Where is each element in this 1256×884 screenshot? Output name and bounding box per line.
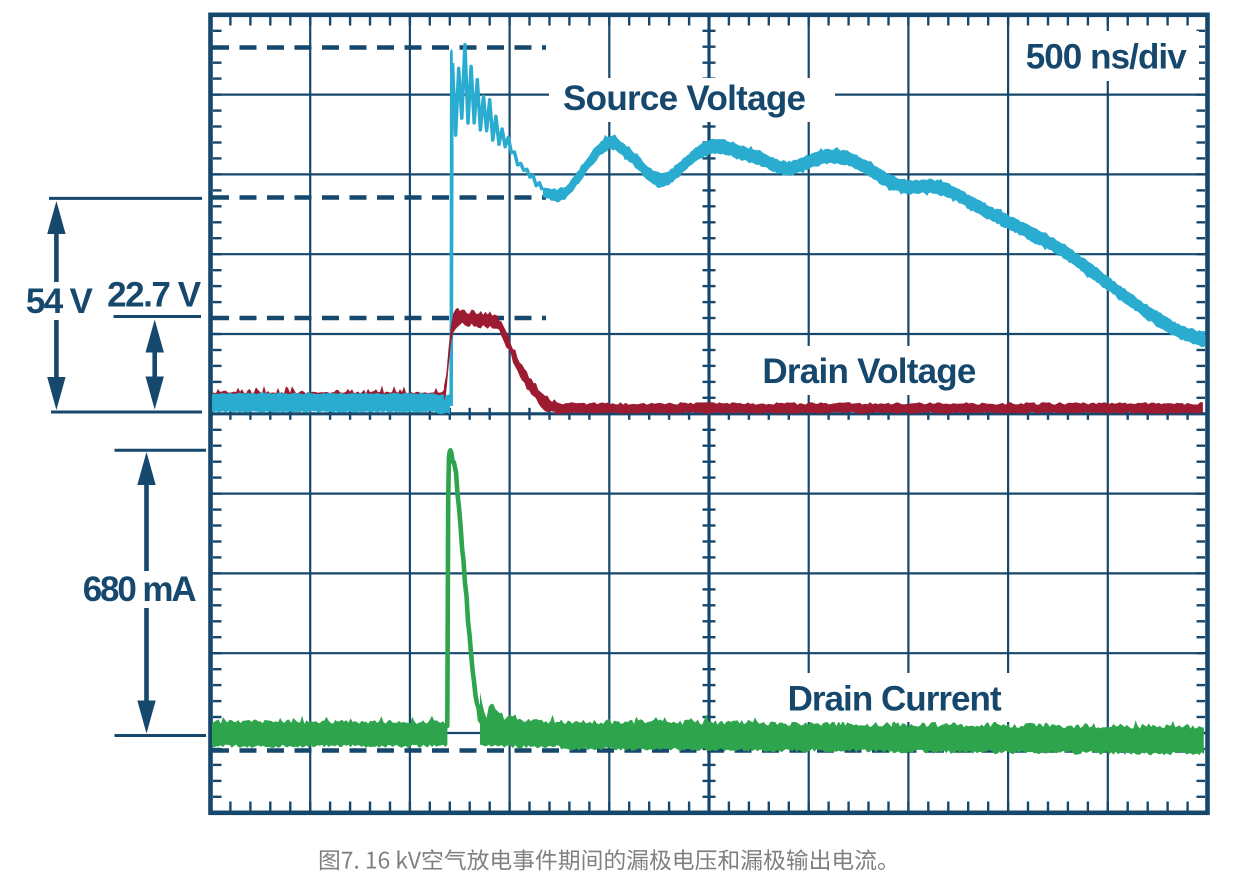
- svg-text:680 mA: 680 mA: [83, 570, 197, 609]
- svg-text:54 V: 54 V: [26, 282, 94, 321]
- svg-text:Source Voltage: Source Voltage: [563, 79, 806, 118]
- svg-text:22.7 V: 22.7 V: [107, 276, 202, 315]
- svg-text:Drain Current: Drain Current: [788, 679, 1002, 718]
- svg-text:500 ns/div: 500 ns/div: [1026, 38, 1188, 77]
- svg-text:Drain Voltage: Drain Voltage: [762, 352, 976, 391]
